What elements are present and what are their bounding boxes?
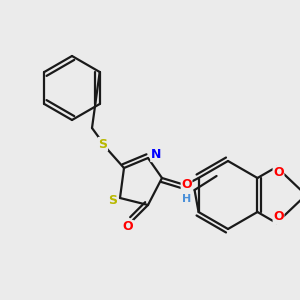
Text: O: O [273, 167, 284, 179]
Text: S: S [98, 137, 107, 151]
Text: H: H [182, 194, 192, 204]
Text: S: S [109, 194, 118, 208]
Text: O: O [181, 178, 192, 191]
Text: N: N [151, 148, 161, 161]
Text: O: O [273, 211, 284, 224]
Text: O: O [123, 220, 133, 233]
